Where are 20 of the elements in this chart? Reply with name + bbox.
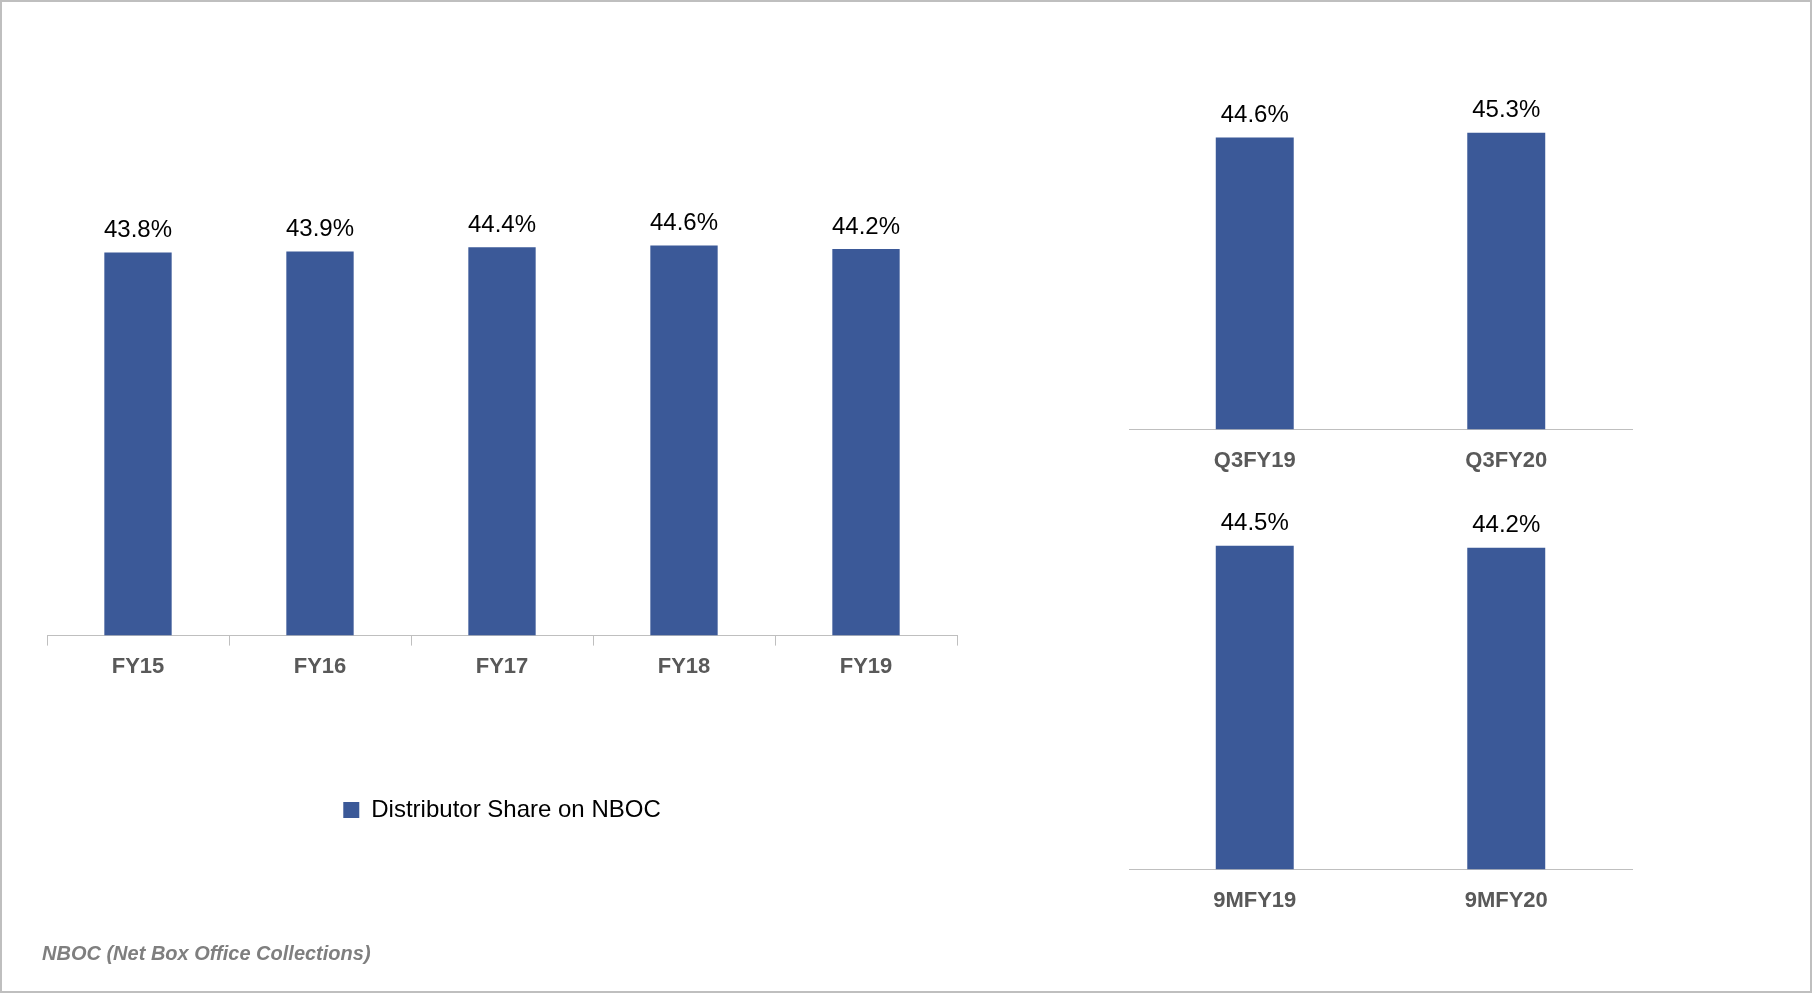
legend-label: Distributor Share on NBOC [371,794,661,822]
x-tick-label: 9MFY20 [1464,886,1548,912]
data-label: 44.6% [1220,100,1289,128]
data-label: 44.4% [467,209,537,237]
data-label: 44.2% [1472,510,1541,538]
x-tick-label: FY18 [657,652,711,678]
x-tick-label: Q3FY19 [1213,446,1296,472]
text: NBOC (Net Box Office Collections) [42,942,371,965]
data-label: 45.3% [1472,95,1541,123]
x-tick-label: Q3FY20 [1465,446,1548,472]
data-label: 44.2% [831,211,901,239]
x-tick-label: FY19 [839,652,893,678]
data-label: 44.5% [1220,508,1289,536]
x-tick-label: FY16 [293,652,347,678]
x-tick-label: FY17 [475,652,529,678]
x-tick-label: 9MFY19 [1213,886,1297,912]
x-tick-label: FY15 [111,652,165,678]
data-label: 44.6% [649,208,719,236]
data-label: 43.8% [103,215,173,243]
data-label: 43.9% [285,214,355,242]
